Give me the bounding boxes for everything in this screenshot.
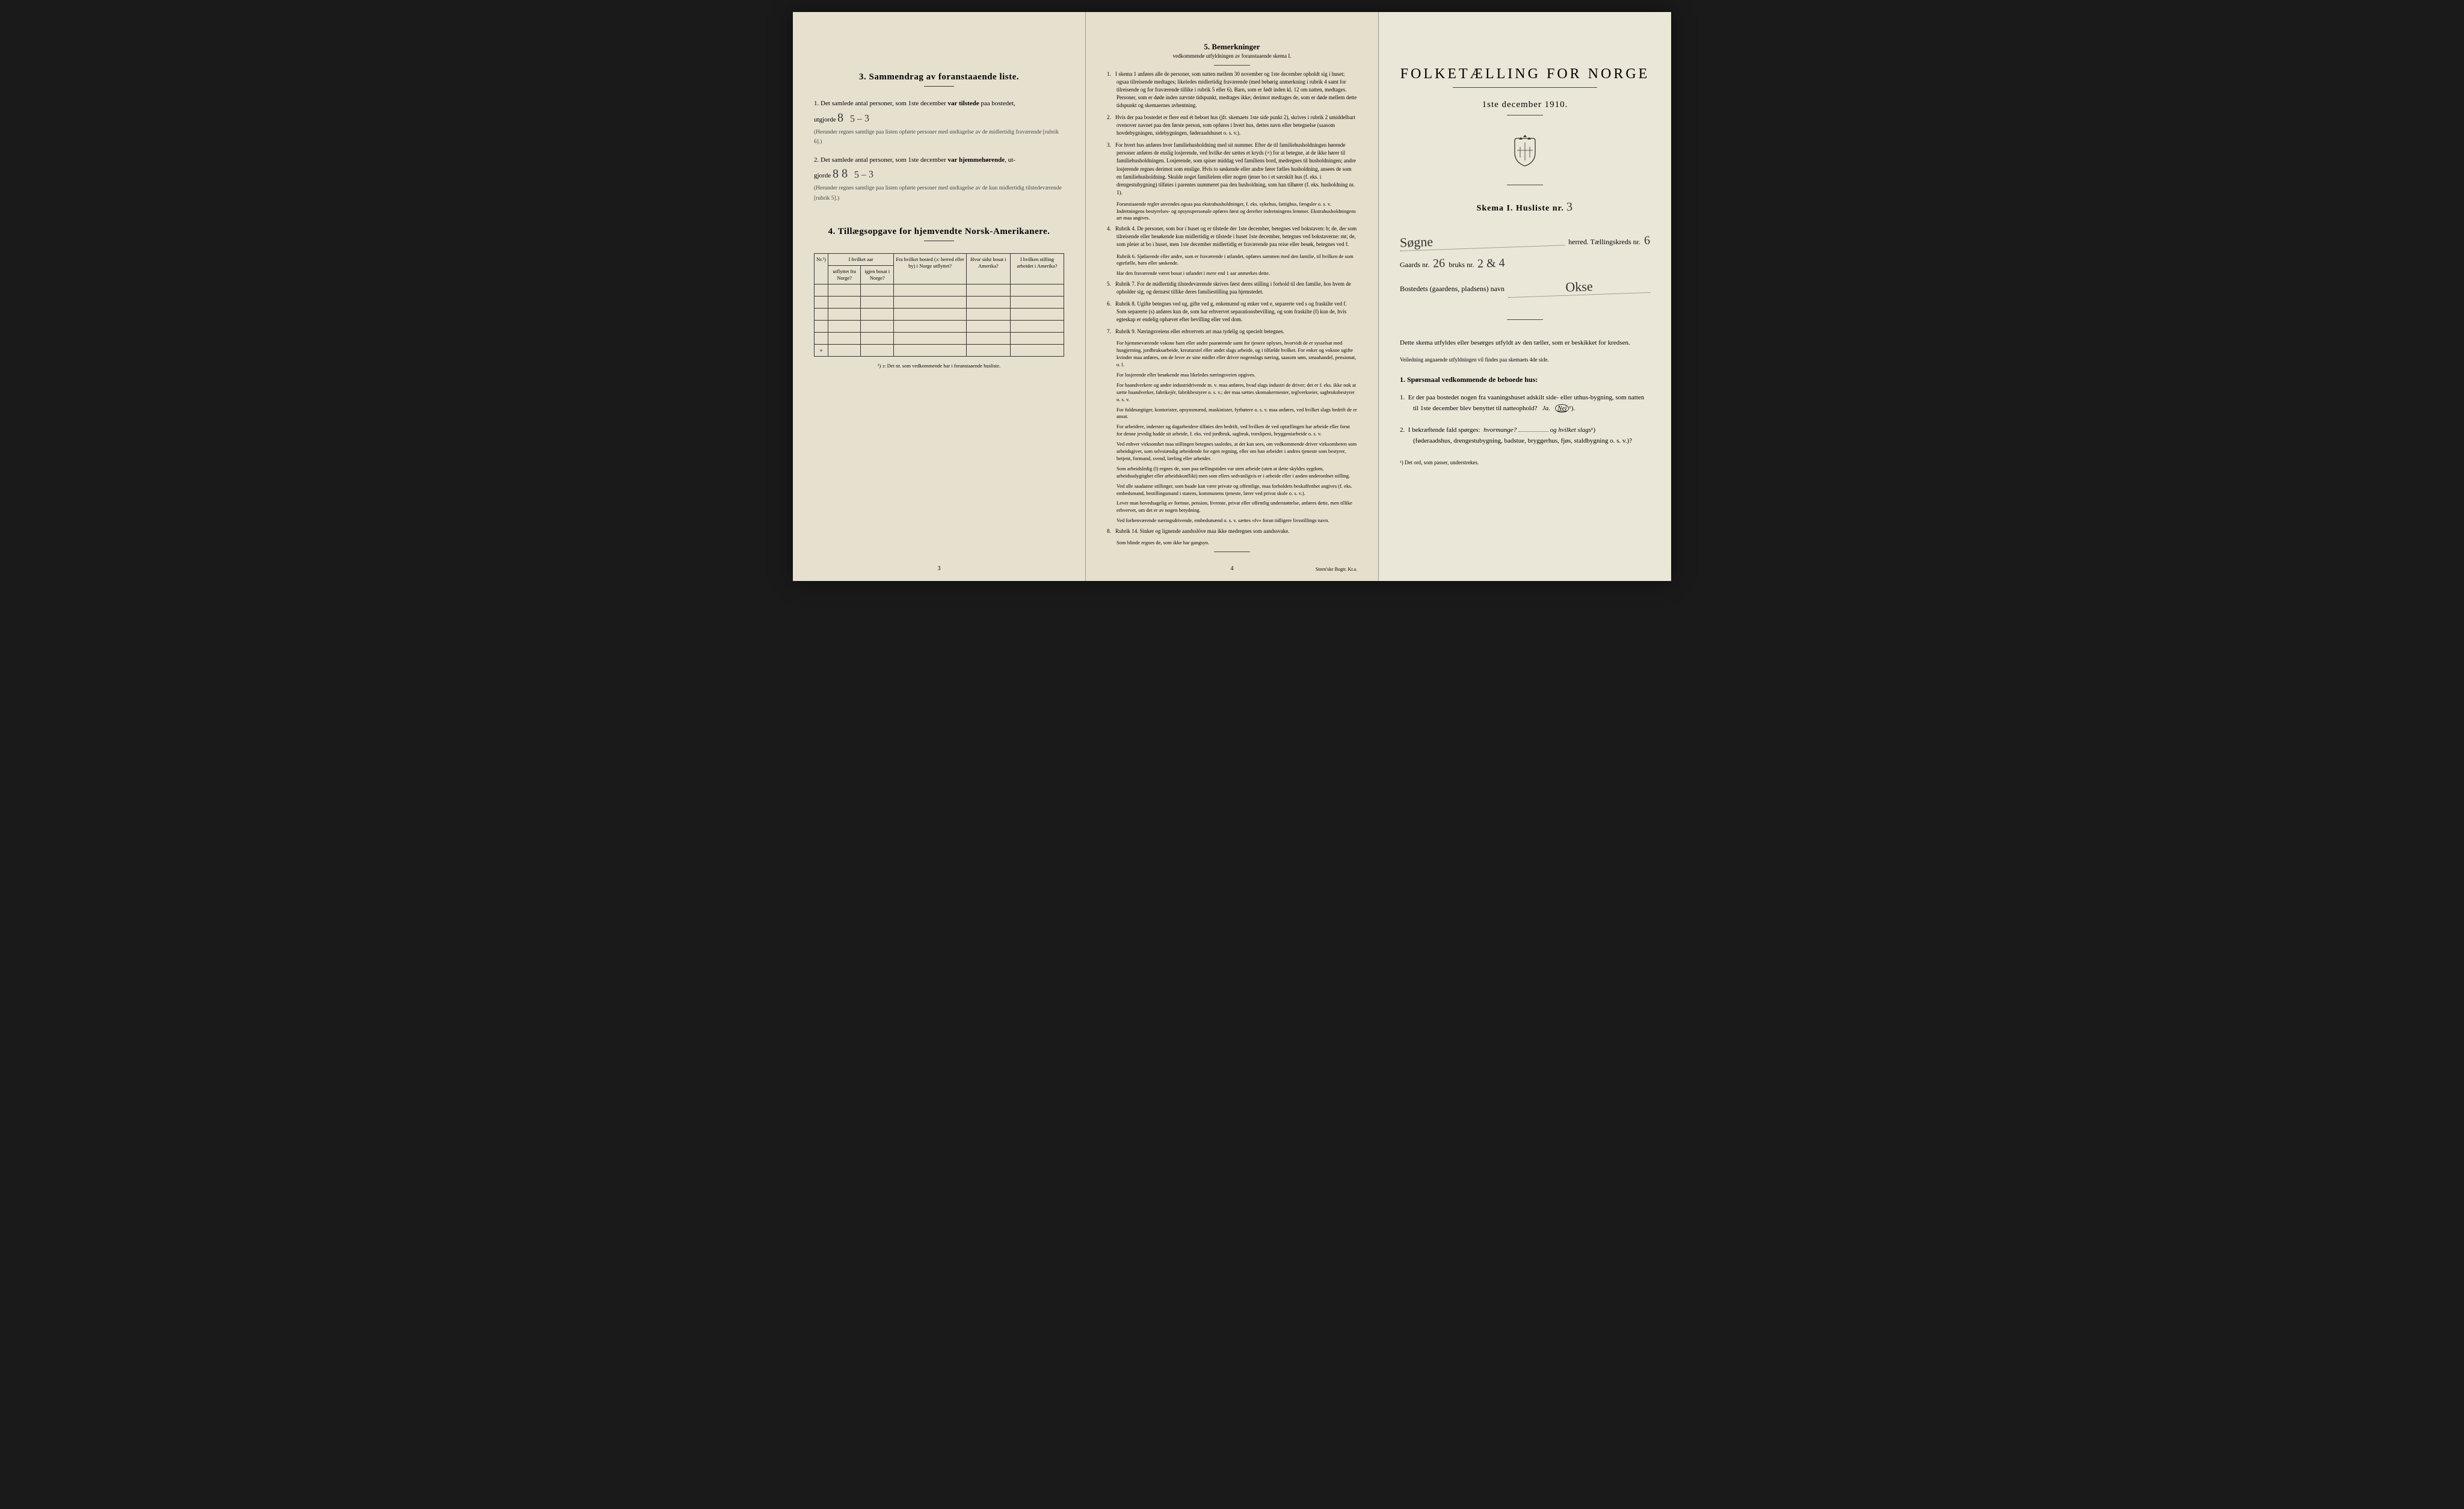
rule-paragraph: Foranstaaende regler anvendes ogsaa paa … [1107, 201, 1357, 223]
answer-nei: Nei [1555, 404, 1569, 413]
rule-paragraph: For arbeidere, inderster og dagarbeidere… [1107, 423, 1357, 438]
rule-paragraph: Lever man hovedsagelig av formue, pensio… [1107, 500, 1357, 514]
table-row [815, 284, 1064, 297]
bosted-name: Okse [1508, 277, 1651, 298]
rule-paragraph: 2.Hvis der paa bostedet er flere end ét … [1107, 114, 1357, 137]
divider [924, 86, 954, 87]
rule-paragraph: 4.Rubrik 4. De personer, som bor i huset… [1107, 225, 1357, 248]
divider [1214, 65, 1250, 66]
table-row: » [815, 345, 1064, 357]
col-year: I hvilket aar [828, 254, 894, 266]
handwritten-split-1: 5 – 3 [850, 111, 870, 126]
col-bosted: Fra hvilket bosted (ɔ: herred eller by) … [894, 254, 967, 284]
table-row [815, 333, 1064, 345]
col-year-back: igjen bosat i Norge? [861, 266, 894, 284]
census-date: 1ste december 1910. [1400, 100, 1650, 110]
handwritten-count-2: 8 8 [832, 165, 848, 183]
item-2: 2. Det samlede antal personer, som 1ste … [814, 155, 1064, 203]
rule-paragraph: For fuldmægtiger, kontorister, opsynsmæn… [1107, 407, 1357, 421]
section-5-subtitle: vedkommende utfyldningen av foranstaaend… [1107, 53, 1357, 59]
table-row [815, 309, 1064, 321]
question-2: 2. I bekræftende fald spørges: hvormange… [1400, 421, 1650, 446]
page-4: 5. Bemerkninger vedkommende utfyldningen… [1086, 12, 1379, 581]
national-crest-icon [1510, 134, 1540, 167]
section-4-title: 4. Tillægsopgave for hjemvendte Norsk-Am… [814, 227, 1064, 237]
page-3: 3. Sammendrag av foranstaaende liste. 1.… [793, 12, 1086, 581]
census-document: 3. Sammendrag av foranstaaende liste. 1.… [793, 12, 1671, 581]
instruction-text: Dette skema utfyldes eller besørges utfy… [1400, 338, 1650, 349]
herred-line: Søgne herred. Tællingskreds nr. 6 [1400, 232, 1650, 248]
husliste-nr: 3 [1566, 200, 1574, 214]
divider [1507, 319, 1543, 320]
rule-paragraph: 1.I skema 1 anføres alle de personer, so… [1107, 70, 1357, 109]
rule-paragraph: 5.Rubrik 7. For de midlertidig tilstedev… [1107, 280, 1357, 296]
rule-paragraph: Som blinde regnes de, som ikke har gangs… [1107, 539, 1357, 547]
rule-paragraph: Ved forhenværende næringsdrivende, embed… [1107, 517, 1357, 524]
rule-paragraph: 3.For hvert hus anføres hver familiehush… [1107, 141, 1357, 196]
answer-footnote: ¹) Det ord, som passer, understrekes. [1400, 459, 1650, 467]
rule-paragraph: Som arbeidsledig (l) regnes de, som paa … [1107, 466, 1357, 480]
bruks-nr: 2 & 4 [1477, 256, 1505, 271]
skema-line: Skema I. Husliste nr. 3 [1400, 200, 1650, 214]
col-work: I hvilken stilling arbeidet i Amerika? [1010, 254, 1064, 284]
item-1: 1. Det samlede antal personer, som 1ste … [814, 99, 1064, 147]
col-year-out: utflyttet fra Norge? [828, 266, 861, 284]
handwritten-split-2: 5 – 3 [854, 167, 873, 182]
bosted-line: Bostedets (gaardens, pladsens) navn Okse [1400, 279, 1650, 295]
col-america: Hvor sidst bosat i Amerika? [966, 254, 1010, 284]
rule-paragraph: 7.Rubrik 9. Næringsveiens eller erhverve… [1107, 328, 1357, 336]
rule-paragraph: For haandverkere og andre industridriven… [1107, 382, 1357, 404]
table-row [815, 297, 1064, 309]
rule-paragraph: Rubrik 6. Sjøfarende eller andre, som er… [1107, 253, 1357, 268]
main-title: FOLKETÆLLING FOR NORGE [1400, 66, 1650, 82]
table-row [815, 321, 1064, 333]
kreds-nr: 6 [1644, 234, 1651, 248]
table-footnote: ¹) ɔ: Det nr. som vedkommende har i fora… [814, 363, 1064, 369]
americans-table: Nr.¹) I hvilket aar Fra hvilket bosted (… [814, 253, 1064, 357]
rule-paragraph: Ved alle saadanne stillinger, som baade … [1107, 483, 1357, 497]
section-3-title: 3. Sammendrag av foranstaaende liste. [814, 72, 1064, 82]
printer-mark: Steen'ske Bogtr. Kr.a. [1316, 567, 1357, 572]
question-1: 1. Er der paa bostedet nogen fra vaaning… [1400, 393, 1650, 414]
rule-paragraph: Ved enhver virksomhet maa stillingen bet… [1107, 441, 1357, 463]
rule-paragraph: 6.Rubrik 8. Ugifte betegnes ved ug, gift… [1107, 300, 1357, 324]
rule-paragraph: 8.Rubrik 14. Sinker og lignende aandsslö… [1107, 527, 1357, 535]
gaard-line: Gaards nr. 26 bruks nr. 2 & 4 [1400, 257, 1650, 271]
rule-paragraph: For losjerende eller besøkende maa likel… [1107, 372, 1357, 379]
page-number: 4 [1231, 565, 1234, 572]
handwritten-count-1: 8 [837, 108, 844, 126]
col-nr: Nr.¹) [815, 254, 828, 284]
page-1-title: FOLKETÆLLING FOR NORGE 1ste december 191… [1379, 12, 1671, 581]
title-divider [1453, 87, 1597, 88]
rule-paragraph: Har den fraværende været bosat i utlande… [1107, 270, 1357, 277]
instruction-small: Veiledning angaaende utfyldningen vil fi… [1400, 356, 1650, 364]
page-number: 3 [938, 565, 941, 572]
gaard-nr: 26 [1433, 257, 1446, 271]
herred-name: Søgne [1400, 229, 1565, 251]
questions-header: 1. Spørsmaal vedkommende de beboede hus: [1400, 375, 1650, 384]
rule-paragraph: For hjemmeværende voksne barn eller andr… [1107, 340, 1357, 369]
section-5-title: 5. Bemerkninger [1107, 42, 1357, 52]
